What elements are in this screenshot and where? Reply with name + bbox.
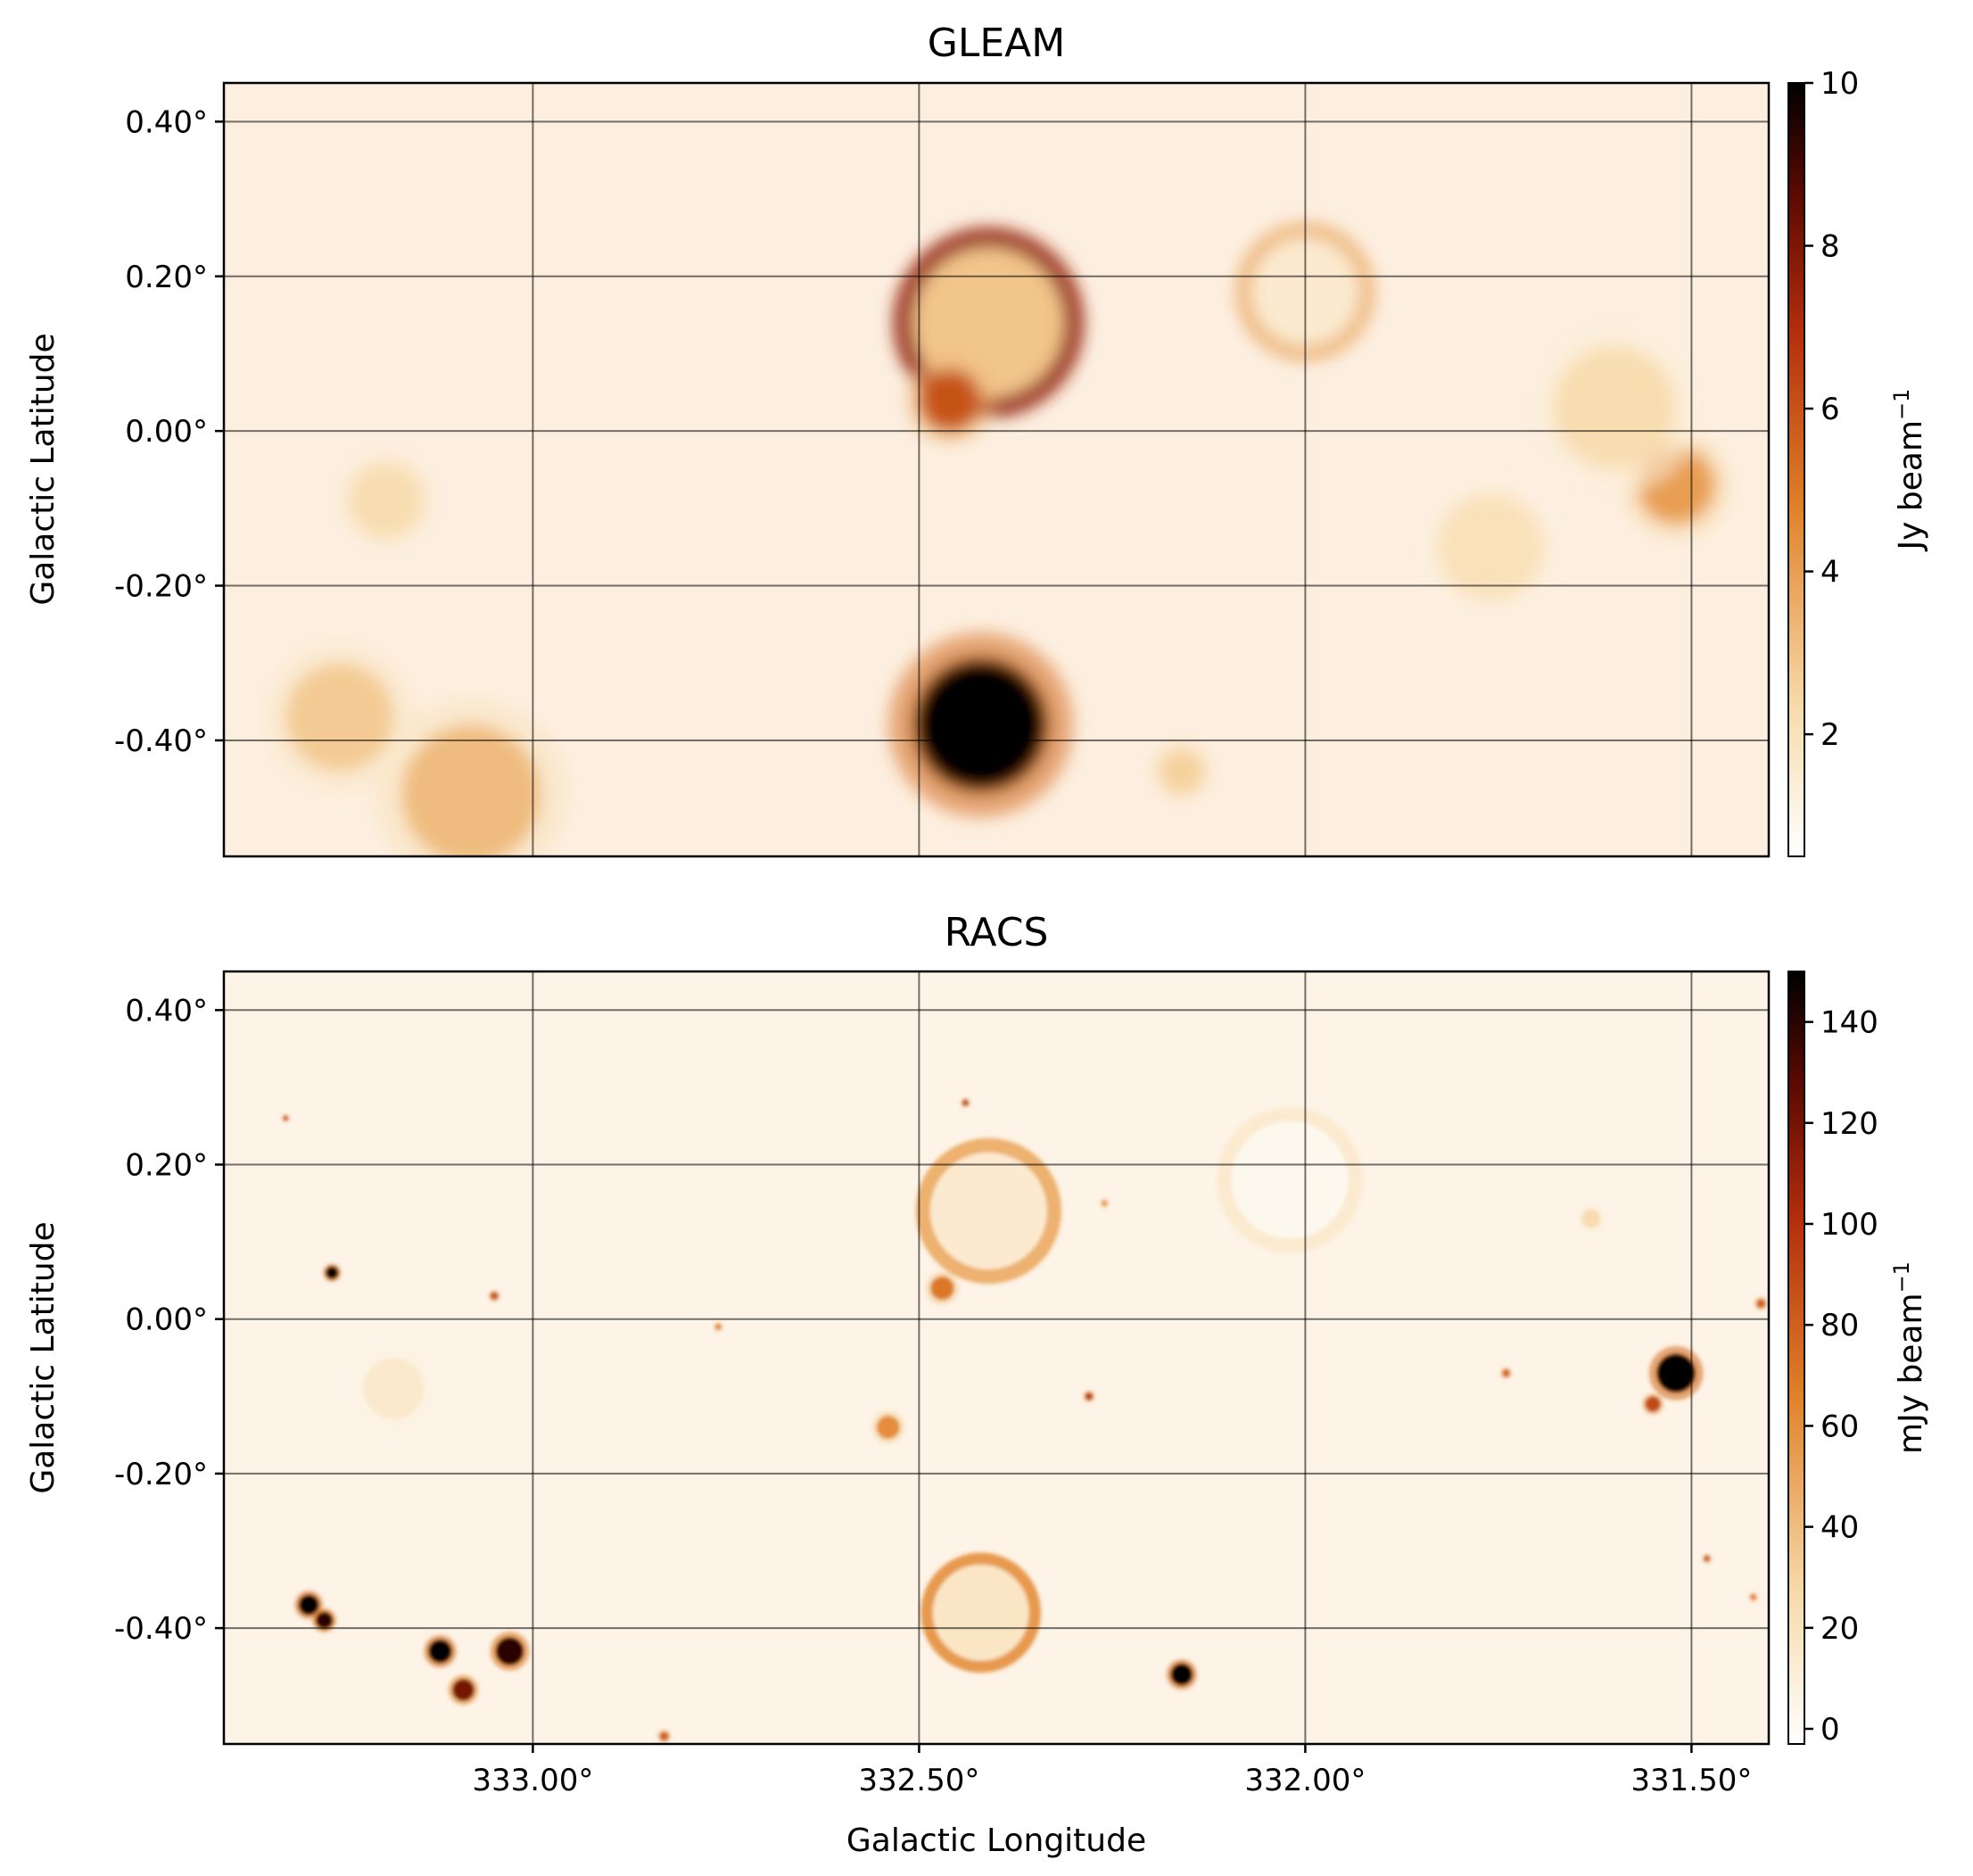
source-gleam-3 [915,659,1047,791]
source-racs-21 [1756,1299,1766,1309]
source-gleam-8 [1158,748,1205,795]
source-racs-0 [915,1137,1062,1285]
source-racs-0-fill [929,1152,1048,1270]
colorbar-ramp-gleam [1787,82,1805,857]
x-axis-label: Galactic Longitude [846,1822,1146,1859]
colorbar-tick-label: 60 [1820,1409,1859,1444]
source-racs-8 [495,1637,524,1665]
source-racs-5 [1656,1353,1696,1393]
colorbar-tick-label: 80 [1820,1308,1859,1343]
panel-title-gleam: GLEAM [928,21,1065,66]
grid-racs [224,971,1769,1744]
x-tick-label: 331.50° [1630,1763,1752,1798]
colorbar-gleam: 2 4 6 8 10 Jy beam−1 [1787,66,1929,857]
source-racs-2-fill [932,1564,1030,1662]
source-racs-9 [452,1679,475,1701]
panel-title-racs: RACS [945,910,1049,955]
source-racs-20 [1581,1209,1601,1228]
source-racs-18 [962,1099,969,1106]
source-gleam-1 [919,368,981,432]
colorbar-tick-label: 10 [1820,66,1859,102]
y-tick-label: 0.40° [125,104,208,140]
source-racs-13 [490,1292,499,1301]
colorbar-tick-label: 0 [1820,1712,1840,1748]
y-tick-label: 0.40° [125,993,208,1029]
colorbar-ramp-racs [1787,971,1805,1745]
source-racs-22 [659,1731,669,1741]
colorbar-label-racs: mJy beam−1 [1889,1261,1929,1454]
colorbar-tick-label: 4 [1820,555,1840,591]
source-racs-1 [1217,1107,1363,1253]
image-racs [282,1098,1768,1743]
colorbar-tick-label: 2 [1820,717,1840,753]
source-racs-7 [428,1640,452,1664]
source-racs-14 [362,1358,425,1420]
y-tick-label: -0.20° [114,569,208,605]
source-racs-17 [1502,1368,1510,1377]
panel-racs: RACS 0.40° 0.20° 0.00° -0.20° -0.40° 333.00°… [25,910,1929,1859]
x-axis-racs: 333.00° 332.50° 332.00° 331.50° [472,1744,1752,1798]
source-racs-1-fill [1230,1120,1350,1240]
y-tick-label: 0.20° [125,260,208,295]
source-gleam-7 [347,461,425,540]
source-racs-16 [1085,1392,1094,1401]
x-tick-label: 333.00° [472,1763,593,1798]
y-axis-gleam: 0.40° 0.20° 0.00° -0.20° -0.40° [114,104,224,759]
y-axis-label-racs: Galactic Latitude [25,1221,62,1493]
source-racs-24 [714,1323,722,1330]
y-axis-racs: 0.40° 0.20° 0.00° -0.20° -0.40° [114,993,224,1647]
plot-frame-racs [222,970,1771,1746]
image-gleam [264,223,1730,856]
source-gleam-10 [1552,345,1677,470]
x-tick-label: 332.50° [858,1763,979,1798]
source-racs-4 [876,1415,900,1439]
colorbar-tick-label: 100 [1820,1207,1878,1243]
source-gleam-9 [1436,492,1545,601]
source-racs-23 [283,1115,289,1121]
panel-gleam: GLEAM 0.40° 0.20° 0.00° -0.20° -0.40° Galact… [25,21,1929,858]
source-racs-25 [1704,1555,1711,1562]
source-racs-2 [920,1552,1041,1674]
grid-gleam [224,83,1769,856]
colorbar-racs: 0 20 40 60 80 100 120 140 mJy beam−1 [1787,971,1929,1748]
colorbar-tick-label: 8 [1820,229,1840,265]
y-tick-label: 0.00° [125,1302,208,1338]
colorbar-ticks-racs: 0 20 40 60 80 100 120 140 [1804,1005,1878,1748]
source-gleam-5 [401,724,541,856]
source-racs-6 [1645,1396,1661,1412]
colorbar-tick-label: 140 [1820,1005,1878,1041]
y-tick-label: -0.40° [114,1611,208,1647]
y-axis-label-gleam: Galactic Latitude [25,333,62,605]
colorbar-label-gleam: Jy beam−1 [1889,389,1929,552]
y-tick-label: 0.20° [125,1148,208,1184]
source-racs-3 [930,1277,954,1301]
plot-frame-gleam [222,81,1771,858]
colorbar-tick-label: 6 [1820,392,1840,427]
colorbar-tick-label: 40 [1820,1510,1859,1546]
source-racs-12 [326,1266,339,1279]
source-racs-15 [1170,1663,1193,1686]
y-tick-label: -0.40° [114,723,208,759]
source-gleam-6 [285,663,394,772]
colorbar-ticks-gleam: 2 4 6 8 10 [1804,66,1859,753]
colorbar-tick-label: 20 [1820,1611,1859,1647]
y-tick-label: -0.20° [114,1457,208,1492]
source-racs-19 [1101,1200,1108,1207]
x-tick-label: 332.00° [1244,1763,1366,1798]
y-tick-label: 0.00° [125,414,208,450]
source-racs-26 [1750,1593,1757,1600]
source-racs-11 [316,1611,334,1629]
colorbar-tick-label: 120 [1820,1106,1878,1142]
source-racs-10 [299,1594,319,1616]
